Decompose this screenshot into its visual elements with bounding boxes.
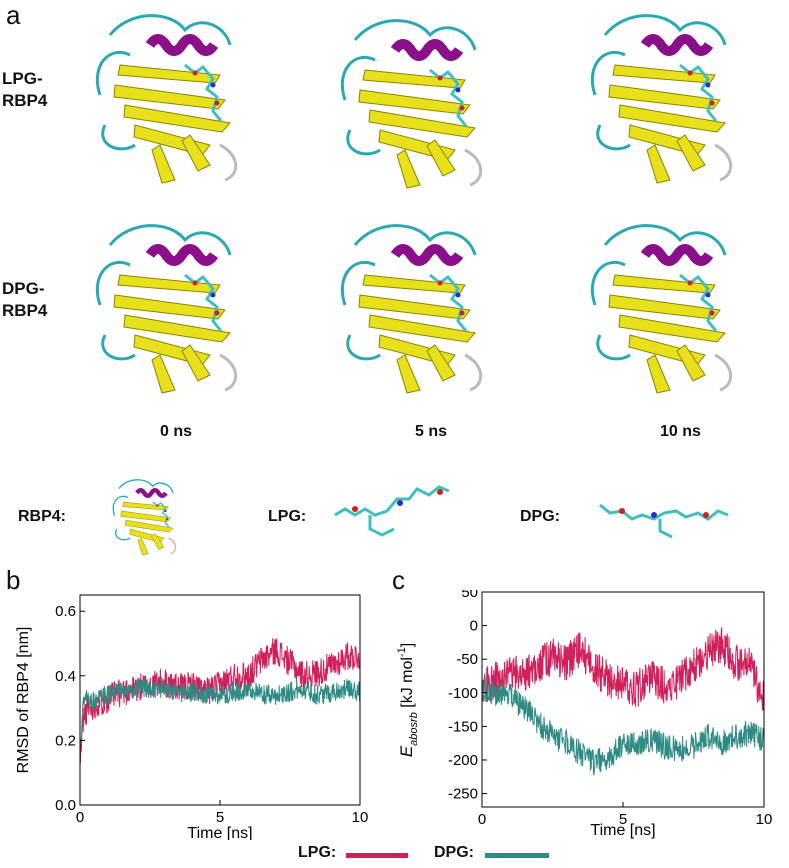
rmsd-x-axis-label: Time [ns]	[187, 825, 252, 840]
x-tick-label: 10	[352, 809, 369, 826]
legend-molecules	[100, 470, 729, 560]
panel-b-letter: b	[6, 565, 21, 595]
x-tick-label: 10	[756, 811, 773, 828]
y-tick-label: 50	[461, 590, 478, 601]
bottom-legend-dpg-label: DPG:	[434, 844, 474, 861]
bottom-legend-lpg-swatch	[346, 853, 408, 858]
y-tick-label: -100	[448, 685, 478, 702]
energy-y-axis-label: Eabosrb [kJ mol-1]	[396, 643, 420, 757]
y-tick-label: 0.2	[55, 732, 76, 749]
structure-dpg-5ns	[342, 226, 480, 393]
panel-c-letter: c	[392, 565, 405, 595]
y-tick-label: 0.4	[55, 668, 76, 685]
y-tick-label: 0.6	[55, 603, 76, 620]
row-label-lpg-rbp4: LPG- RBP4	[2, 69, 48, 110]
structure-lpg-5ns	[342, 21, 480, 188]
legend-lpg-label: LPG:	[268, 508, 307, 525]
legend-dpg-label: DPG:	[520, 508, 560, 525]
legend-dpg-molecule	[599, 503, 729, 539]
legend-rbp4-label: RBP4:	[18, 508, 67, 525]
structure-dpg-10ns	[592, 226, 730, 393]
protein-structures-grid	[70, 0, 789, 420]
time-label-10ns: 10 ns	[660, 423, 701, 440]
x-tick-label: 5	[216, 809, 224, 826]
series-line-lpg	[481, 627, 765, 711]
y-tick-label: 0	[470, 618, 478, 635]
x-tick-label: 0	[478, 811, 486, 828]
y-tick-label: 0.0	[55, 797, 76, 814]
x-tick-label: 5	[619, 811, 627, 828]
panel-a-letter: a	[6, 0, 21, 30]
structure-dpg-0ns	[97, 226, 235, 393]
y-tick-label: -150	[448, 718, 478, 735]
legend-lpg-molecule	[334, 485, 450, 537]
series-line-dpg	[481, 677, 765, 776]
time-label-0ns: 0 ns	[160, 423, 193, 440]
y-tick-label: -200	[448, 752, 478, 769]
energy-plot-frame	[481, 591, 765, 808]
structure-lpg-10ns	[592, 16, 730, 183]
series-line-dpg	[79, 677, 361, 757]
energy-chart: 0 5 10 50 0 -50 -100 -150 -200 -250 Time [ns] Eab…	[396, 590, 773, 839]
energy-x-axis-label: Time [ns]	[590, 822, 655, 839]
x-tick-label: 0	[76, 809, 84, 826]
rmsd-chart: 0 5 10 0.0 0.2 0.4 0.6 Time [ns] RMSD of RBP4 …	[15, 594, 369, 840]
y-tick-label: -50	[456, 651, 478, 668]
bottom-legend-dpg-swatch	[485, 853, 549, 858]
bottom-legend-lpg-label: LPG:	[298, 844, 337, 861]
rmsd-y-axis-label: RMSD of RBP4 [nm]	[15, 627, 32, 774]
legend-rbp4-structure	[113, 480, 175, 555]
row-label-dpg-rbp4: DPG- RBP4	[2, 279, 48, 320]
time-label-5ns: 5 ns	[415, 423, 448, 440]
structure-lpg-0ns	[97, 16, 235, 183]
y-tick-label: -250	[448, 786, 478, 803]
